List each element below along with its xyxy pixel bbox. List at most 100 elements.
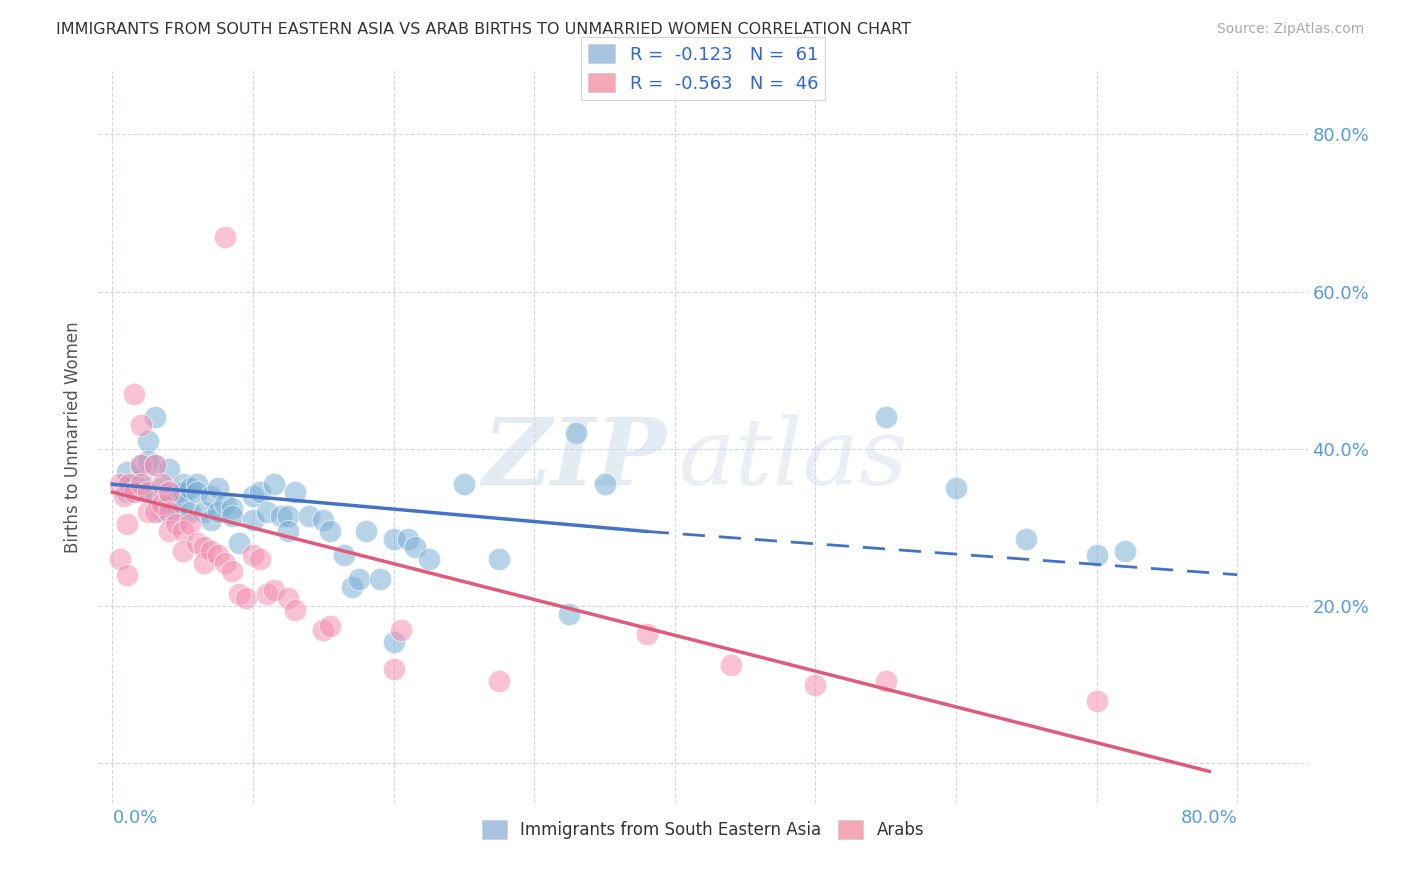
Point bbox=[228, 587, 250, 601]
Point bbox=[129, 458, 152, 472]
Point bbox=[558, 607, 581, 621]
Point bbox=[108, 477, 131, 491]
Point bbox=[214, 497, 236, 511]
Point bbox=[186, 477, 208, 491]
Point bbox=[277, 508, 299, 523]
Point bbox=[249, 552, 271, 566]
Point bbox=[368, 572, 391, 586]
Point bbox=[136, 485, 159, 500]
Point bbox=[115, 466, 138, 480]
Point bbox=[150, 481, 173, 495]
Point bbox=[143, 458, 166, 472]
Point bbox=[242, 513, 264, 527]
Text: 0.0%: 0.0% bbox=[112, 809, 157, 827]
Point bbox=[418, 552, 440, 566]
Point bbox=[129, 458, 152, 472]
Point bbox=[172, 485, 194, 500]
Point bbox=[157, 497, 180, 511]
Point bbox=[277, 524, 299, 539]
Point bbox=[108, 552, 131, 566]
Point bbox=[136, 505, 159, 519]
Point bbox=[945, 481, 967, 495]
Point bbox=[193, 505, 215, 519]
Point bbox=[382, 662, 405, 676]
Point bbox=[179, 481, 201, 495]
Point bbox=[333, 548, 356, 562]
Point bbox=[214, 556, 236, 570]
Point bbox=[298, 508, 321, 523]
Point bbox=[228, 536, 250, 550]
Point bbox=[115, 567, 138, 582]
Point bbox=[165, 516, 187, 531]
Point bbox=[270, 508, 292, 523]
Point bbox=[312, 623, 335, 637]
Text: ZIP: ZIP bbox=[482, 414, 666, 504]
Point bbox=[118, 477, 141, 491]
Point bbox=[207, 481, 229, 495]
Point bbox=[157, 505, 180, 519]
Point bbox=[157, 485, 180, 500]
Point bbox=[453, 477, 475, 491]
Point bbox=[172, 477, 194, 491]
Point bbox=[1085, 693, 1108, 707]
Point bbox=[129, 485, 152, 500]
Point bbox=[488, 552, 510, 566]
Point bbox=[804, 678, 827, 692]
Point bbox=[122, 485, 145, 500]
Point bbox=[389, 623, 412, 637]
Point bbox=[875, 410, 897, 425]
Point bbox=[115, 485, 138, 500]
Point bbox=[200, 544, 222, 558]
Point bbox=[129, 477, 152, 491]
Point bbox=[186, 485, 208, 500]
Point bbox=[143, 458, 166, 472]
Point bbox=[112, 489, 135, 503]
Point bbox=[150, 497, 173, 511]
Point bbox=[488, 673, 510, 688]
Point bbox=[396, 533, 419, 547]
Point bbox=[256, 587, 278, 601]
Point bbox=[347, 572, 370, 586]
Point bbox=[157, 461, 180, 475]
Point bbox=[382, 634, 405, 648]
Point bbox=[284, 485, 307, 500]
Point bbox=[221, 500, 243, 515]
Point bbox=[129, 473, 152, 487]
Text: atlas: atlas bbox=[679, 414, 908, 504]
Point bbox=[249, 485, 271, 500]
Point bbox=[157, 524, 180, 539]
Point bbox=[214, 229, 236, 244]
Point bbox=[565, 426, 588, 441]
Point bbox=[143, 410, 166, 425]
Text: IMMIGRANTS FROM SOUTH EASTERN ASIA VS ARAB BIRTHS TO UNMARRIED WOMEN CORRELATION: IMMIGRANTS FROM SOUTH EASTERN ASIA VS AR… bbox=[56, 22, 911, 37]
Point bbox=[277, 591, 299, 606]
Point bbox=[115, 516, 138, 531]
Point bbox=[235, 591, 257, 606]
Legend: Immigrants from South Eastern Asia, Arabs: Immigrants from South Eastern Asia, Arab… bbox=[475, 814, 931, 846]
Point bbox=[354, 524, 377, 539]
Point bbox=[143, 505, 166, 519]
Point bbox=[165, 485, 187, 500]
Point bbox=[193, 540, 215, 554]
Point bbox=[165, 505, 187, 519]
Point bbox=[122, 387, 145, 401]
Point bbox=[242, 489, 264, 503]
Point bbox=[221, 564, 243, 578]
Point bbox=[172, 524, 194, 539]
Point bbox=[179, 516, 201, 531]
Point bbox=[200, 489, 222, 503]
Point bbox=[312, 513, 335, 527]
Point bbox=[263, 477, 285, 491]
Point bbox=[1015, 533, 1038, 547]
Point bbox=[172, 544, 194, 558]
Point bbox=[143, 489, 166, 503]
Text: 80.0%: 80.0% bbox=[1181, 809, 1237, 827]
Point bbox=[1114, 544, 1136, 558]
Point bbox=[636, 626, 658, 640]
Point bbox=[382, 533, 405, 547]
Point bbox=[256, 505, 278, 519]
Point bbox=[136, 453, 159, 467]
Point bbox=[720, 658, 742, 673]
Point bbox=[284, 603, 307, 617]
Point bbox=[242, 548, 264, 562]
